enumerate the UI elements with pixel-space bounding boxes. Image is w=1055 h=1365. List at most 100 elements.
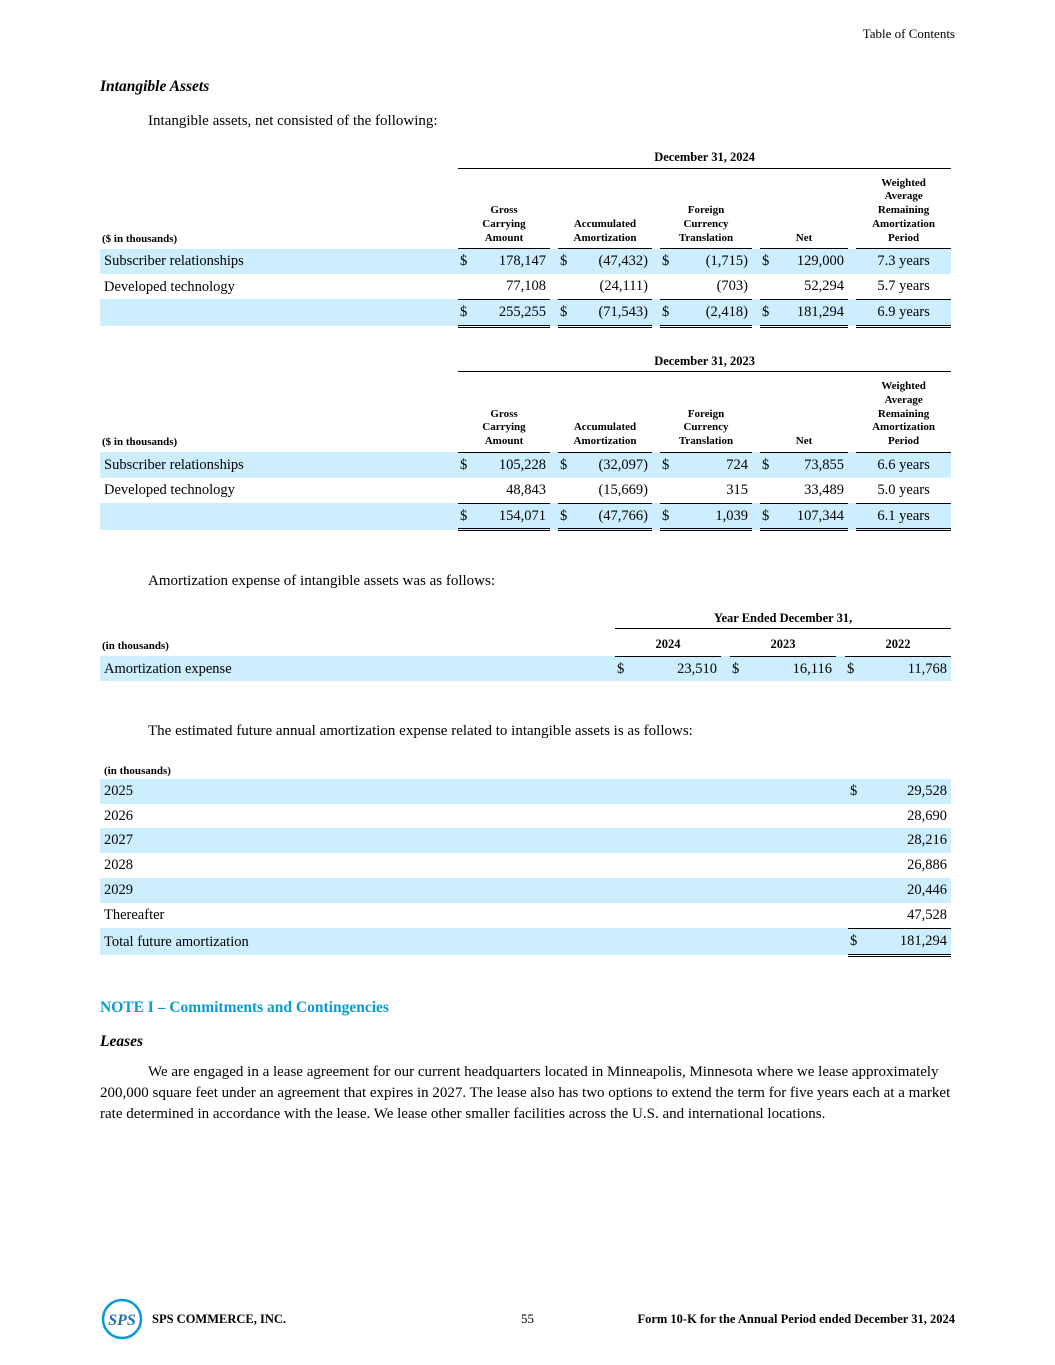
row-label: Developed technology [104,482,235,499]
value-cell: 20,446 [866,878,951,903]
period-header-row: December 31, 2023 [100,349,952,373]
spacer-cell [721,656,730,682]
period-cell: 5.0 years [856,477,952,504]
period-cell: 6.9 years [856,299,952,328]
group-header: Year Ended December 31, [615,606,952,629]
table-row: 2025 $29,528 [100,778,951,804]
value-cell: 181,294 [778,299,848,328]
row-label [100,299,458,327]
column-header: Gross Carrying Amount [458,168,550,250]
spacer-cell [848,248,856,275]
column-header-row: ($ in thousands) Gross Carrying Amount Acc… [100,371,952,453]
units-label: ($ in thousands) [102,436,178,449]
period-cell: 6.6 years [856,452,952,478]
spacer-cell [752,452,760,478]
table-row: 2026 28,690 [100,804,951,829]
value-cell: 73,855 [778,452,848,478]
spacer-cell [752,274,760,299]
spacer-cell [652,503,660,530]
table-row: Subscriber relationships $178,147 $ (47,432… [100,248,952,275]
spacer-cell [550,168,558,249]
dollar-sign: $ [760,248,778,275]
total-row: $154,071 $ (47,766) $1,039 $107,344 6.1 years [100,503,952,532]
dollar-sign: $ [558,503,576,532]
value-cell: (24,111) [576,274,652,300]
value-cell: 255,255 [476,299,550,328]
period-cell: 6.1 years [856,503,952,532]
column-header: Foreign Currency Translation [660,168,752,250]
dollar-sign [760,477,778,504]
dollar-sign [558,477,576,504]
spacer-cell [752,168,760,249]
spacer-cell [652,248,660,275]
spacer-cell [836,656,845,682]
value-cell: 178,147 [476,248,550,275]
dollar-sign [458,274,476,300]
spacer-cell [848,503,856,530]
spacer-cell [752,372,760,453]
spacer-cell [848,452,856,478]
dollar-sign: $ [660,299,678,328]
value-cell: 154,071 [476,503,550,532]
spacer-cell [550,452,558,478]
year-header: 2024 [615,628,721,657]
row-label: Total future amortization [100,928,848,956]
period-header: December 31, 2023 [458,349,952,373]
spacer-cell [652,372,660,453]
spacer-cell [848,478,856,503]
dollar-sign: $ [848,778,866,804]
value-cell: (47,432) [576,248,652,275]
value-cell: 52,294 [778,274,848,300]
spacer-cell [848,274,856,299]
period-header-row: December 31, 2024 [100,146,952,169]
table-row: Developed technology 48,843 (15,669) 315 33,… [100,477,952,504]
spacer-cell [100,607,615,629]
column-header: Net [760,168,848,250]
column-header: Gross Carrying Amount [458,371,550,453]
value-cell: 23,510 [633,656,721,682]
dollar-sign: $ [558,299,576,328]
sps-logo-text: SPS [108,1312,136,1329]
row-label: 2027 [100,828,848,854]
value-cell: 105,228 [476,452,550,478]
column-header: Weighted Average Remaining Amortization … [856,168,952,250]
value-cell: (71,543) [576,299,652,328]
dollar-sign: $ [558,248,576,275]
dollar-sign: $ [660,452,678,478]
sps-logo: SPS [100,1297,144,1341]
leases-heading: Leases [100,1032,144,1050]
page-number: 55 [521,1311,534,1326]
intangible-assets-table: December 31, 2024 ($ in thousands) Gross C… [100,146,952,328]
spacer-cell [752,503,760,530]
intangible-table-2023-container: December 31, 2023 ($ in thousands) Gross C… [100,349,955,532]
dollar-sign [558,274,576,300]
table-of-contents-link-row: Table of Contents [100,26,955,42]
dollar-sign [848,828,866,854]
value-cell: 26,886 [907,857,947,874]
future-amortization-table-container: 2025 $29,528 2026 28,690 2027 28,216 2028 26,88… [100,778,955,957]
units-label: (in thousands) [102,639,169,652]
amortization-expense-table-container: Year Ended December 31, (in thousands) 202… [100,606,955,682]
total-row: $255,255 $ (71,543) $ (2,418) $181,294 6.9 yea… [100,299,952,328]
row-label: 2028 [104,857,133,874]
column-header: Accumulated Amortization [558,168,652,250]
dollar-sign: $ [730,656,748,682]
spacer-cell [550,372,558,453]
value-cell: 16,116 [748,656,836,682]
column-header: Foreign Currency Translation [660,371,752,453]
dollar-sign: $ [845,656,863,682]
spacer-cell [848,299,856,327]
table-of-contents-link[interactable]: Table of Contents [862,26,955,41]
spacer-cell [848,372,856,453]
year-header-row: (in thousands) 2024 2023 2022 [100,628,952,657]
value-cell: (32,097) [576,452,652,478]
value-cell: 11,768 [863,656,952,682]
year-header: 2023 [730,628,836,657]
spacer-cell [550,503,558,530]
row-label: Subscriber relationships [100,248,458,275]
future-amortization-intro: The estimated future annual amortization… [148,723,693,740]
value-cell: 129,000 [778,248,848,275]
dollar-sign: $ [760,452,778,478]
table-row: Developed technology 77,108 (24,111) (703) 5… [100,274,952,300]
